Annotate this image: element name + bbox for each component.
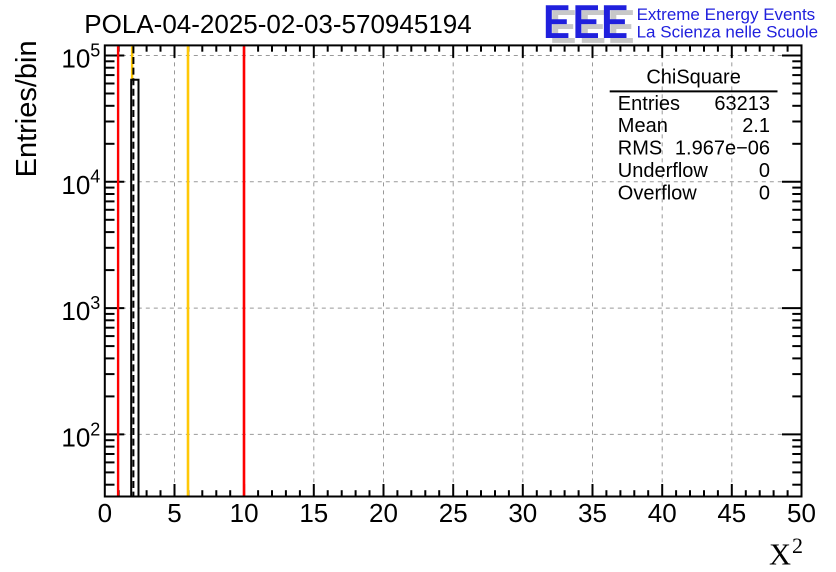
svg-text:10: 10 (230, 498, 259, 528)
svg-text:45: 45 (717, 498, 746, 528)
svg-text:1.967e−06: 1.967e−06 (675, 138, 770, 160)
svg-text:63213: 63213 (714, 93, 770, 115)
svg-text:ChiSquare: ChiSquare (646, 67, 741, 89)
svg-text:20: 20 (369, 498, 398, 528)
svg-text:40: 40 (648, 498, 677, 528)
svg-text:Overflow: Overflow (618, 182, 697, 204)
svg-text:0: 0 (759, 182, 770, 204)
svg-text:5: 5 (167, 498, 181, 528)
svg-text:30: 30 (508, 498, 537, 528)
svg-text:50: 50 (787, 498, 816, 528)
svg-text:RMS: RMS (618, 138, 662, 160)
svg-text:25: 25 (439, 498, 468, 528)
svg-text:15: 15 (299, 498, 328, 528)
svg-text:35: 35 (578, 498, 607, 528)
svg-text:Entries/bin: Entries/bin (11, 40, 43, 177)
svg-text:Mean: Mean (618, 115, 668, 137)
svg-text:Extreme Energy Events: Extreme Energy Events (637, 5, 816, 24)
svg-text:Entries: Entries (618, 93, 680, 115)
svg-text:2.1: 2.1 (742, 115, 770, 137)
svg-text:POLA-04-2025-02-03-570945194: POLA-04-2025-02-03-570945194 (84, 9, 471, 39)
svg-text:0: 0 (759, 160, 770, 182)
svg-text:0: 0 (98, 498, 112, 528)
svg-text:La Scienza nelle Scuole: La Scienza nelle Scuole (637, 22, 818, 41)
svg-text:Underflow: Underflow (618, 160, 709, 182)
